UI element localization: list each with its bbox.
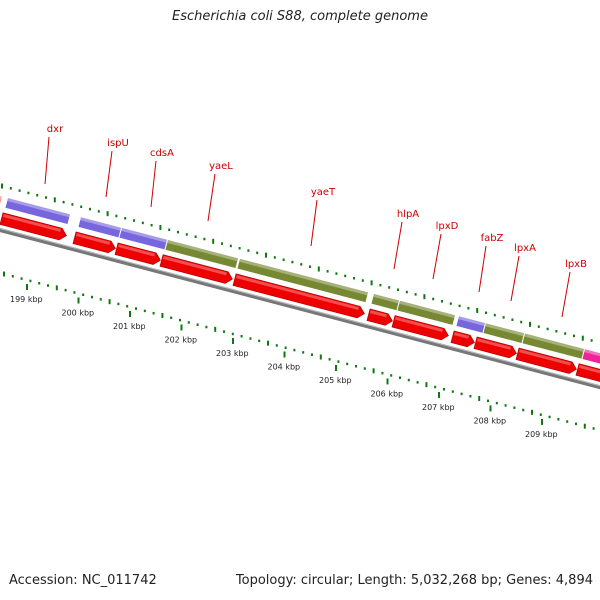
scale-label: 202 kbp <box>165 335 198 344</box>
backbone-line <box>0 227 600 390</box>
genome-backbone <box>0 227 600 390</box>
gene-label: dxr <box>47 124 64 135</box>
cog-feature-block <box>456 316 485 333</box>
map-title: Escherichia coli S88, complete genome <box>172 9 428 24</box>
cog-feature-block <box>78 217 121 238</box>
gene-label: lpxB <box>565 259 587 270</box>
scale-label: 207 kbp <box>422 403 455 412</box>
cog-feature-block <box>483 323 524 343</box>
scale-label: 200 kbp <box>62 308 95 317</box>
gene-label: lpxA <box>514 243 536 254</box>
cds-arrow <box>0 212 67 241</box>
scale-label: 209 kbp <box>525 430 558 439</box>
scale-label: 206 kbp <box>371 389 404 398</box>
gene-pointer-line <box>105 150 113 198</box>
gene-pointer-line <box>561 271 571 318</box>
cds-arrow <box>72 231 116 254</box>
cog-feature-block <box>165 240 239 269</box>
cog-feature-block <box>0 193 2 207</box>
cog-feature-block <box>397 300 455 325</box>
cog-feature-block <box>119 227 167 250</box>
gene-pointer-line <box>478 245 487 293</box>
gene-pointer-line <box>150 160 157 208</box>
gene-labels: dxr ispU cdsA yaeL yaeT hlpA lpxD fabZ lpxA lpxB <box>44 124 587 318</box>
cds-arrow <box>159 254 233 284</box>
cog-feature-block <box>371 293 399 311</box>
cds-arrow <box>515 347 577 374</box>
cog-feature-block <box>522 333 584 359</box>
cds-track <box>0 212 600 383</box>
cds-arrow <box>391 315 449 341</box>
scale-label: 205 kbp <box>319 376 352 385</box>
gene-label: ispU <box>107 138 129 149</box>
gene-pointer-line <box>207 173 216 222</box>
cds-arrow <box>114 242 161 265</box>
cds-arrow <box>450 330 475 348</box>
feature-track-ticks <box>1 183 595 430</box>
gene-label: lpxD <box>436 221 459 232</box>
gene-label: yaeL <box>209 161 233 172</box>
scale-label: 199 kbp <box>10 295 43 304</box>
cds-arrow <box>473 336 517 359</box>
cog-feature-block <box>582 349 600 366</box>
scale-label: 204 kbp <box>268 362 301 371</box>
cog-feature-block <box>5 198 71 225</box>
scale-label: 203 kbp <box>216 349 249 358</box>
gene-pointer-line <box>510 255 520 302</box>
backbone-highlight <box>0 227 600 387</box>
gene-label: fabZ <box>481 233 504 244</box>
gene-label: yaeT <box>311 187 336 198</box>
kbp-scale: 199 kbp 200 kbp 201 kbp 202 kbp 203 kbp 204 k… <box>10 284 558 439</box>
scale-label: 208 kbp <box>474 416 507 425</box>
gene-pointer-line <box>310 199 318 247</box>
cds-arrow <box>366 308 393 326</box>
scale-label: 201 kbp <box>113 322 146 331</box>
cds-arrow <box>232 273 365 319</box>
gene-label: hlpA <box>397 209 419 220</box>
gene-label: cdsA <box>150 148 174 159</box>
gene-pointer-line <box>432 233 442 280</box>
cog-feature-block <box>237 258 369 303</box>
gene-pointer-line <box>393 221 403 270</box>
gene-pointer-line <box>44 136 50 185</box>
accession-text: Accession: NC_011742 <box>9 573 157 588</box>
genome-summary-text: Topology: circular; Length: 5,032,268 bp… <box>235 573 593 588</box>
cog-feature-track <box>0 193 600 366</box>
